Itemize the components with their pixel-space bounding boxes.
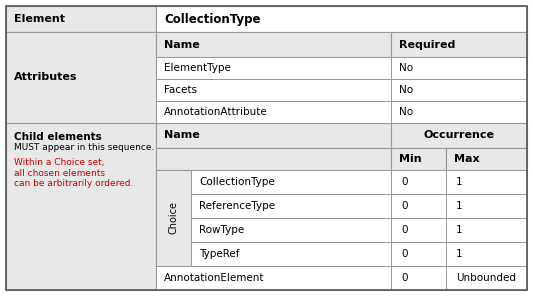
- Bar: [156, 148, 391, 170]
- Text: 1: 1: [456, 225, 463, 235]
- Bar: [391, 170, 446, 194]
- Bar: [391, 218, 446, 242]
- Text: Required: Required: [399, 39, 455, 49]
- Bar: [191, 170, 391, 194]
- Text: No: No: [399, 107, 413, 117]
- Bar: [156, 79, 391, 101]
- Text: Occurrence: Occurrence: [424, 131, 495, 141]
- Text: Min: Min: [399, 154, 422, 164]
- Text: 0: 0: [401, 201, 408, 211]
- Bar: [446, 148, 527, 170]
- Bar: [391, 57, 527, 79]
- Bar: [391, 32, 527, 57]
- Text: Unbounded: Unbounded: [456, 273, 516, 283]
- Text: 0: 0: [401, 273, 408, 283]
- Bar: [156, 6, 527, 32]
- Text: Child elements: Child elements: [14, 132, 102, 142]
- Bar: [446, 194, 527, 218]
- Bar: [156, 266, 391, 290]
- Text: 0: 0: [401, 225, 408, 235]
- Text: AnnotationElement: AnnotationElement: [164, 273, 264, 283]
- Bar: [391, 242, 446, 266]
- Bar: [156, 32, 391, 57]
- Bar: [391, 123, 527, 148]
- Text: ReferenceType: ReferenceType: [199, 201, 275, 211]
- Text: 0: 0: [401, 177, 408, 187]
- Bar: [191, 242, 391, 266]
- Text: Choice: Choice: [168, 202, 179, 234]
- Bar: [6, 32, 156, 123]
- Text: RowType: RowType: [199, 225, 244, 235]
- Text: TypeRef: TypeRef: [199, 249, 239, 259]
- Text: Name: Name: [164, 39, 200, 49]
- Text: Element: Element: [14, 14, 65, 24]
- Text: Within a Choice set,: Within a Choice set,: [14, 158, 104, 168]
- Text: ElementType: ElementType: [164, 63, 231, 73]
- Text: Facets: Facets: [164, 85, 197, 95]
- Bar: [191, 194, 391, 218]
- Text: 1: 1: [456, 201, 463, 211]
- Bar: [446, 242, 527, 266]
- Bar: [391, 148, 446, 170]
- Bar: [6, 123, 156, 290]
- Text: Max: Max: [454, 154, 480, 164]
- Text: Attributes: Attributes: [14, 73, 77, 83]
- Bar: [391, 266, 446, 290]
- Bar: [391, 194, 446, 218]
- Bar: [156, 170, 191, 266]
- Text: 1: 1: [456, 177, 463, 187]
- Text: Name: Name: [164, 131, 200, 141]
- Bar: [156, 57, 391, 79]
- Text: all chosen elements: all chosen elements: [14, 168, 105, 178]
- Bar: [6, 6, 156, 32]
- Bar: [191, 218, 391, 242]
- Text: AnnotationAttribute: AnnotationAttribute: [164, 107, 268, 117]
- Bar: [156, 101, 391, 123]
- Bar: [446, 170, 527, 194]
- Bar: [391, 101, 527, 123]
- Text: 1: 1: [456, 249, 463, 259]
- Bar: [446, 266, 527, 290]
- Bar: [391, 79, 527, 101]
- Text: No: No: [399, 85, 413, 95]
- Bar: [156, 123, 391, 148]
- Text: 0: 0: [401, 249, 408, 259]
- Text: No: No: [399, 63, 413, 73]
- Text: CollectionType: CollectionType: [199, 177, 274, 187]
- Text: CollectionType: CollectionType: [164, 12, 261, 25]
- Bar: [446, 218, 527, 242]
- Text: MUST appear in this sequence.: MUST appear in this sequence.: [14, 142, 155, 152]
- Text: can be arbitrarily ordered.: can be arbitrarily ordered.: [14, 178, 133, 187]
